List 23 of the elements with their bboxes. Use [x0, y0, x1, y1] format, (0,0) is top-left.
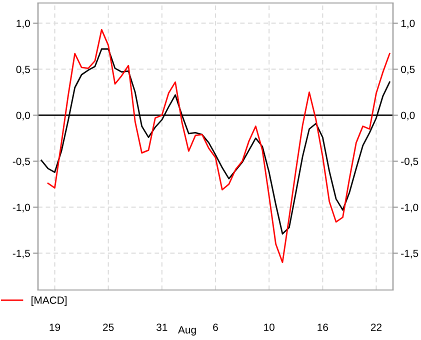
- y-tick-label: -1,5: [12, 250, 30, 258]
- y2-tick-label: -1,0: [401, 204, 418, 212]
- y-tick-label: 0,5: [16, 66, 30, 74]
- y2-tick-label: -1,5: [401, 250, 418, 258]
- y-tick-label: -0,5: [12, 158, 30, 166]
- x-tick-label: 22: [370, 324, 382, 331]
- y2-tick-label: 1,0: [401, 20, 415, 28]
- x-tick-label: 25: [103, 324, 114, 331]
- y-tick-label: 0,0: [16, 112, 30, 120]
- x-tick-label: 6: [213, 324, 218, 331]
- y2-tick-label: -0,5: [401, 158, 418, 166]
- x-tick-label: 10: [264, 324, 274, 331]
- legend-label: [MACD]: [32, 296, 67, 306]
- y-tick-label: -1,0: [12, 204, 30, 212]
- x-tick-label: 16: [318, 324, 328, 331]
- y2-tick-label: 0,5: [401, 66, 415, 74]
- x-tick-label: 31: [156, 324, 168, 331]
- line-series: [40, 48, 390, 235]
- y2-tick-label: 0,0: [401, 112, 415, 120]
- y-tick-label: 1,0: [16, 20, 30, 28]
- x-axis-title: Aug: [178, 326, 196, 336]
- line-series: [47, 28, 390, 264]
- x-tick-label: 19: [50, 324, 60, 331]
